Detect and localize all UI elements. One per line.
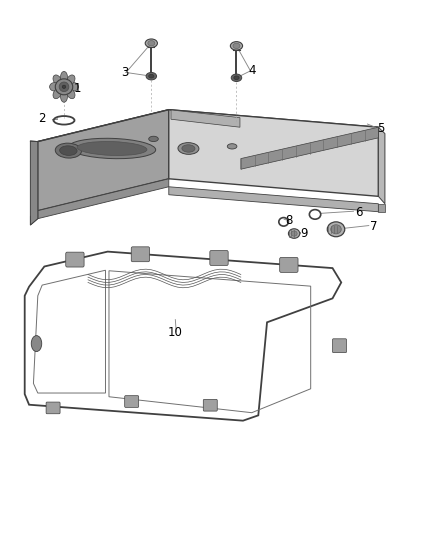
Text: 9: 9 <box>300 227 308 240</box>
Ellipse shape <box>49 83 59 91</box>
FancyBboxPatch shape <box>210 251 228 265</box>
Ellipse shape <box>67 75 75 85</box>
Text: 2: 2 <box>39 112 46 125</box>
Text: 1: 1 <box>73 82 81 95</box>
Ellipse shape <box>77 141 147 156</box>
Ellipse shape <box>146 72 156 80</box>
FancyBboxPatch shape <box>280 257 298 272</box>
Ellipse shape <box>227 144 237 149</box>
Ellipse shape <box>288 229 300 238</box>
Polygon shape <box>169 110 240 127</box>
Ellipse shape <box>59 82 69 92</box>
Text: 5: 5 <box>377 122 384 135</box>
FancyBboxPatch shape <box>203 399 217 411</box>
Text: 7: 7 <box>370 220 378 233</box>
Ellipse shape <box>55 79 73 95</box>
Ellipse shape <box>31 336 42 352</box>
Polygon shape <box>38 110 169 211</box>
Ellipse shape <box>331 225 341 234</box>
Ellipse shape <box>230 42 243 50</box>
Ellipse shape <box>233 43 240 49</box>
Ellipse shape <box>149 136 158 142</box>
FancyBboxPatch shape <box>131 247 150 262</box>
Polygon shape <box>30 211 38 225</box>
FancyBboxPatch shape <box>332 339 346 353</box>
Polygon shape <box>169 187 378 212</box>
FancyBboxPatch shape <box>46 402 60 414</box>
Text: 10: 10 <box>168 326 183 340</box>
Polygon shape <box>378 127 385 204</box>
Text: 3: 3 <box>121 66 129 79</box>
Text: 4: 4 <box>248 64 255 77</box>
Ellipse shape <box>53 88 61 99</box>
Ellipse shape <box>60 146 77 156</box>
Ellipse shape <box>55 143 81 158</box>
Polygon shape <box>241 127 378 169</box>
Ellipse shape <box>60 91 67 102</box>
Text: 8: 8 <box>285 214 293 227</box>
Ellipse shape <box>60 71 67 83</box>
Ellipse shape <box>67 88 75 99</box>
Polygon shape <box>169 110 378 196</box>
Ellipse shape <box>234 76 239 79</box>
Ellipse shape <box>182 145 195 152</box>
Ellipse shape <box>149 74 154 78</box>
Ellipse shape <box>68 138 155 159</box>
Polygon shape <box>38 110 378 159</box>
Ellipse shape <box>145 39 157 47</box>
Ellipse shape <box>178 143 199 155</box>
Ellipse shape <box>62 85 66 88</box>
Ellipse shape <box>231 74 242 82</box>
Ellipse shape <box>53 75 61 85</box>
Ellipse shape <box>327 222 345 237</box>
FancyBboxPatch shape <box>125 395 139 407</box>
Ellipse shape <box>148 41 155 46</box>
Ellipse shape <box>291 231 297 236</box>
Polygon shape <box>30 141 38 225</box>
Ellipse shape <box>69 83 78 91</box>
Polygon shape <box>38 179 169 219</box>
FancyBboxPatch shape <box>66 252 84 267</box>
Text: 6: 6 <box>355 206 363 219</box>
Polygon shape <box>378 204 385 212</box>
